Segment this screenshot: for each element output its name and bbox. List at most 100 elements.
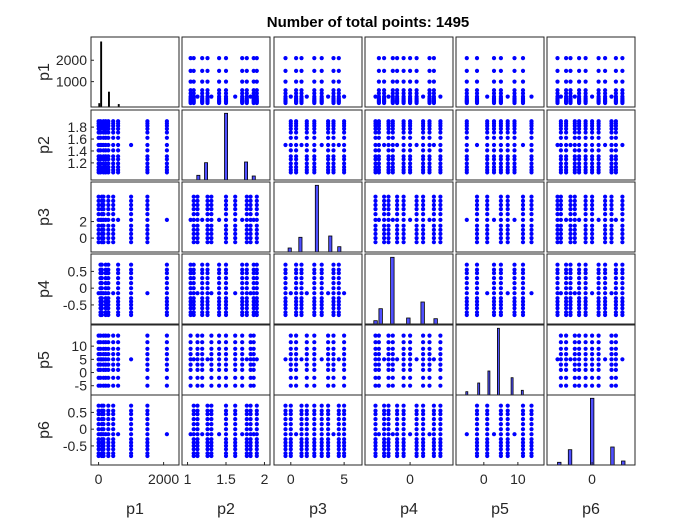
scatter-point-p5-p2 bbox=[248, 340, 253, 345]
scatter-point-p6-p3 bbox=[342, 432, 347, 437]
scatter-point-p1-p4 bbox=[376, 79, 381, 84]
scatter-point-p1-p6 bbox=[613, 68, 619, 73]
xtick-label-p2: 1.5 bbox=[216, 471, 236, 487]
scatter-point-p4-p3 bbox=[326, 291, 331, 296]
scatter-point-p3-p2 bbox=[233, 227, 238, 232]
scatter-point-p3-p4 bbox=[386, 212, 391, 217]
scatter-point-p4-p6 bbox=[583, 296, 588, 301]
scatter-point-p2-p4 bbox=[427, 167, 432, 173]
scatter-point-p5-p6 bbox=[577, 367, 582, 372]
scatter-point-p6-p3 bbox=[336, 432, 341, 437]
scatter-point-p3-p1 bbox=[106, 198, 111, 203]
scatter-point-p4-p2 bbox=[191, 281, 196, 286]
scatter-point-p3-p4 bbox=[431, 207, 436, 212]
scatter-point-p3-p2 bbox=[223, 207, 229, 212]
scatter-point-p4-p3 bbox=[283, 262, 288, 267]
scatter-point-p5-p3 bbox=[319, 357, 324, 362]
scatter-point-p6-p5 bbox=[485, 440, 490, 445]
scatter-point-p1-p2 bbox=[240, 79, 245, 84]
scatter-point-p2-p1 bbox=[164, 130, 169, 135]
scatter-point-p5-p2 bbox=[240, 367, 245, 372]
scatter-point-p4-p2 bbox=[244, 306, 249, 311]
scatter-point-p6-p3 bbox=[312, 417, 317, 422]
scatter-point-p3-p6 bbox=[620, 202, 625, 208]
scatter-point-p6-p3 bbox=[304, 447, 309, 452]
scatter-point-p2-p6 bbox=[609, 167, 614, 173]
scatter-point-p5-p4 bbox=[386, 357, 391, 362]
scatter-point-p2-p3 bbox=[312, 167, 317, 173]
scatter-point-p2-p3 bbox=[326, 161, 331, 166]
scatter-point-p3-p4 bbox=[401, 198, 406, 203]
scatter-point-p1-p3 bbox=[336, 68, 341, 73]
scatter-point-p6-p3 bbox=[312, 432, 317, 437]
scatter-point-p2-p5 bbox=[491, 167, 497, 173]
scatter-point-p2-p4 bbox=[438, 154, 443, 159]
scatter-point-p6-p1 bbox=[145, 427, 150, 432]
scatter-point-p3-p5 bbox=[520, 240, 526, 245]
scatter-point-p6-p4 bbox=[421, 408, 426, 413]
xtick-label-p5: 10 bbox=[510, 471, 526, 487]
scatter-point-p3-p1 bbox=[145, 202, 150, 208]
scatter-point-p3-p1 bbox=[106, 202, 111, 208]
scatter-point-p3-p5 bbox=[520, 223, 526, 228]
scatter-point-p6-p1 bbox=[111, 412, 116, 417]
scatter-point-p2-p3 bbox=[342, 142, 347, 148]
scatter-point-p5-p6 bbox=[613, 340, 619, 345]
scatter-point-p5-p6 bbox=[564, 346, 569, 351]
scatter-point-p2-p6 bbox=[590, 148, 595, 153]
scatter-point-p6-p3 bbox=[319, 422, 324, 427]
panel-frame-p5-p5 bbox=[455, 324, 545, 396]
scatter-point-p4-p1 bbox=[164, 310, 169, 315]
panel-p3-vs-p4 bbox=[364, 181, 454, 253]
scatter-point-p5-p1 bbox=[106, 367, 111, 372]
scatter-point-p4-p5 bbox=[498, 276, 503, 281]
scatter-point-p5-p1 bbox=[145, 367, 150, 372]
scatter-point-p3-p1 bbox=[111, 217, 116, 222]
scatter-point-p3-p4 bbox=[382, 198, 387, 203]
scatter-point-p4-p2 bbox=[205, 310, 210, 315]
scatter-point-p4-p6 bbox=[620, 306, 625, 311]
scatter-point-p6-p1 bbox=[111, 417, 116, 422]
scatter-point-p1-p4 bbox=[427, 79, 432, 84]
scatter-point-p3-p4 bbox=[382, 231, 387, 236]
scatter-point-p5-p2 bbox=[248, 383, 253, 388]
scatter-point-p1-p5 bbox=[485, 94, 490, 99]
scatter-point-p3-p2 bbox=[205, 202, 210, 208]
scatter-point-p6-p4 bbox=[421, 437, 426, 442]
scatter-point-p3-p5 bbox=[529, 212, 534, 217]
scatter-point-p1-p2 bbox=[240, 91, 245, 96]
scatter-point-p3-p2 bbox=[205, 227, 210, 232]
ytick-label-p5: 10 bbox=[71, 338, 87, 354]
scatter-point-p1-p4 bbox=[386, 94, 391, 99]
scatter-point-p3-p1 bbox=[145, 231, 150, 236]
scatter-point-p2-p4 bbox=[390, 165, 395, 170]
scatter-point-p1-p5 bbox=[491, 56, 497, 61]
scatter-point-p4-p5 bbox=[520, 267, 526, 272]
scatter-point-p5-p1 bbox=[98, 333, 103, 338]
scatter-point-p1-p3 bbox=[336, 79, 341, 84]
scatter-point-p3-p5 bbox=[529, 194, 534, 199]
scatter-point-p2-p3 bbox=[288, 154, 293, 159]
scatter-point-p6-p5 bbox=[529, 440, 534, 445]
scatter-point-p3-p2 bbox=[195, 198, 200, 203]
scatter-point-p2-p4 bbox=[438, 148, 443, 153]
scatter-point-p3-p6 bbox=[583, 194, 588, 199]
scatter-point-p6-p1 bbox=[129, 403, 134, 408]
hist-bar-p4-2 bbox=[390, 256, 395, 325]
scatter-point-p3-p4 bbox=[414, 202, 419, 208]
scatter-point-p2-p5 bbox=[498, 167, 503, 173]
scatter-point-p5-p6 bbox=[596, 352, 601, 357]
scatter-point-p5-p2 bbox=[195, 352, 200, 357]
scatter-point-p3-p6 bbox=[609, 198, 614, 203]
scatter-point-p3-p4 bbox=[373, 227, 378, 232]
scatter-point-p4-p6 bbox=[577, 286, 582, 291]
scatter-point-p6-p4 bbox=[414, 451, 419, 456]
scatter-point-p4-p5 bbox=[474, 306, 480, 311]
scatter-point-p3-p1 bbox=[129, 240, 134, 245]
scatter-point-p3-p2 bbox=[254, 194, 259, 199]
scatter-point-p1-p3 bbox=[331, 56, 336, 61]
scatter-point-p3-p6 bbox=[568, 223, 573, 228]
scatter-point-p6-p5 bbox=[474, 422, 480, 427]
scatter-point-p2-p4 bbox=[386, 154, 391, 159]
scatter-point-p4-p1 bbox=[116, 271, 121, 276]
